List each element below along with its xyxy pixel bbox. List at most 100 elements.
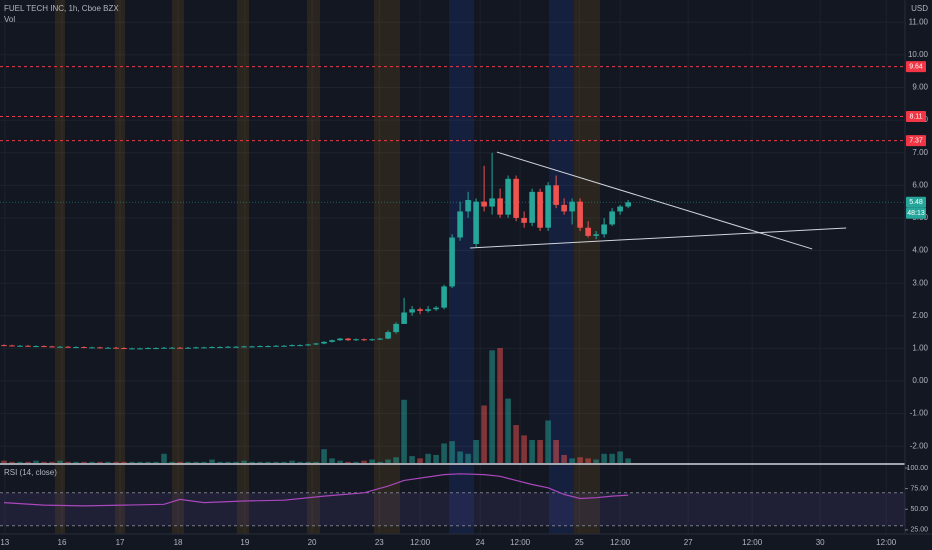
candle-body (17, 345, 23, 347)
volume-bar (577, 457, 583, 463)
candle-body (97, 347, 103, 349)
candle-body (49, 346, 55, 348)
x-tick-label: 12:00 (510, 538, 531, 547)
volume-bar (257, 461, 263, 463)
volume-bar (169, 461, 175, 463)
volume-bar (505, 398, 511, 463)
volume-bar (57, 460, 63, 463)
x-tick-label: 25 (575, 538, 584, 547)
candle-body (489, 198, 495, 207)
volume-bar (553, 440, 559, 463)
x-tick-label: 20 (308, 538, 317, 547)
y-tick-label: 6.00 (912, 180, 928, 189)
rsi-band (0, 492, 905, 526)
candle-body (289, 345, 295, 347)
candle-body (257, 346, 263, 348)
y-tick-label: 10.00 (908, 50, 929, 59)
candle-body (153, 348, 159, 350)
candle-body (73, 347, 79, 349)
candle-body (313, 343, 319, 345)
candle-body (241, 346, 247, 348)
chart-title: FUEL TECH INC, 1h, Cboe BZX (4, 4, 119, 13)
x-tick-label: 24 (476, 538, 485, 547)
session-band (55, 0, 65, 534)
candle-body (353, 339, 359, 341)
price-label-box (906, 135, 926, 147)
x-tick-label: 12:00 (610, 538, 631, 547)
candle-body (113, 347, 119, 349)
volume-bar (73, 461, 79, 463)
y-tick-label: -1.00 (910, 409, 929, 418)
volume-bar (457, 451, 463, 463)
volume-bar (377, 461, 383, 463)
candle-body (65, 346, 71, 348)
candle-body (497, 198, 503, 215)
volume-bar (17, 461, 23, 463)
candle-body (585, 227, 591, 236)
candle-body (273, 345, 279, 347)
volume-bar (369, 459, 375, 463)
volume-bar (161, 453, 167, 463)
volume-bar (329, 458, 335, 463)
volume-bar (417, 458, 423, 463)
candle-body (449, 237, 455, 287)
candle-body (545, 185, 551, 228)
volume-bar (153, 461, 159, 463)
trendline (470, 227, 847, 249)
volume-bar (121, 461, 127, 463)
candle-body (265, 346, 271, 348)
candle-body (385, 332, 391, 339)
candle-body (617, 206, 623, 212)
candle-body (169, 347, 175, 349)
candle-body (345, 338, 351, 341)
volume-bar (273, 461, 279, 463)
candle-body (89, 347, 95, 349)
y-tick-label: 4.00 (912, 246, 928, 255)
rsi-tick-label: 25.00 (910, 527, 928, 534)
volume-bar (185, 461, 191, 463)
candle-body (513, 178, 519, 218)
candle-body (505, 178, 511, 215)
x-tick-label: 16 (58, 538, 67, 547)
candle-body (457, 211, 463, 238)
y-tick-label: 1.00 (912, 343, 928, 352)
volume-bar (513, 425, 519, 463)
price-label-box (906, 61, 926, 73)
price-label: 8.11 (909, 113, 922, 120)
volume-bar (601, 453, 607, 463)
countdown-box (906, 207, 926, 219)
candle-body (209, 347, 215, 349)
volume-bar (65, 461, 71, 463)
volume-bar (393, 457, 399, 463)
volume-bar (201, 461, 207, 463)
volume-bar (289, 460, 295, 463)
x-tick-label: 17 (116, 538, 125, 547)
candle-body (1, 345, 7, 347)
volume-bar (617, 451, 623, 463)
volume-bar (545, 420, 551, 463)
volume-bar (281, 461, 287, 463)
volume-bar (569, 458, 575, 463)
x-tick-label: 27 (684, 538, 693, 547)
x-tick-label: 30 (816, 538, 825, 547)
volume-bar (585, 458, 591, 463)
y-tick-label: 9.00 (912, 83, 928, 92)
last-price-label: 5.48 (909, 199, 923, 206)
volume-bar (625, 458, 631, 463)
volume-bar (25, 461, 31, 463)
grid (0, 0, 905, 534)
volume-bar (353, 461, 359, 463)
volume-bar (113, 461, 119, 463)
volume-bar (593, 459, 599, 463)
volume-bar (561, 454, 567, 463)
candle-body (401, 312, 407, 324)
candle-body (121, 348, 127, 350)
candle-body (129, 348, 135, 350)
session-band (307, 0, 320, 534)
candle-body (33, 346, 39, 348)
volume-bar (297, 461, 303, 463)
candle-body (361, 339, 367, 341)
volume-bar (521, 435, 527, 463)
rsi-tick-label: 50.00 (910, 506, 928, 513)
